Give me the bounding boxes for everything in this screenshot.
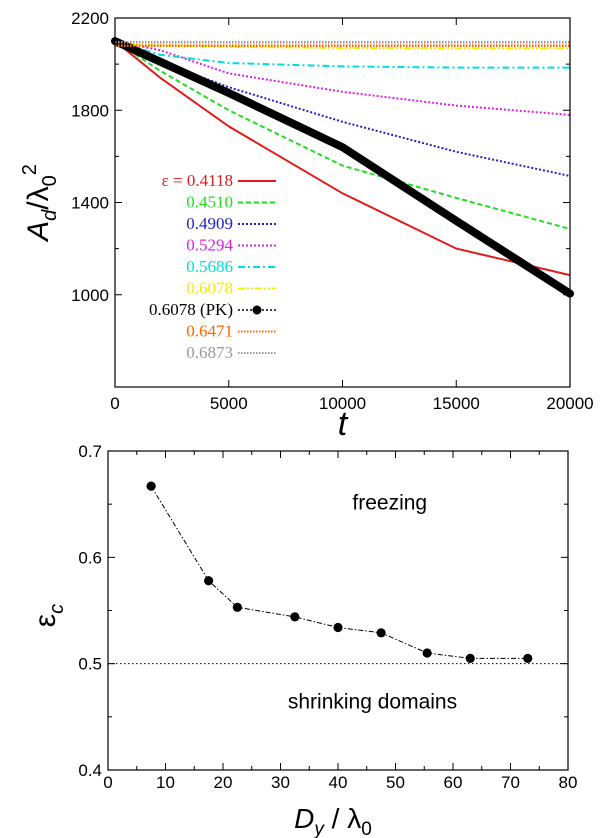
bottom-chart-ticks: 0 10 20 30 40 50 60 70 80 0.4 0.5 0.6 0.7	[78, 442, 577, 792]
series-line-0-5686	[114, 40, 570, 69]
legend-label-0-6078: 0.6078	[186, 279, 233, 298]
series-line-0-6078-pk	[111, 37, 574, 298]
series-line-0-4118	[114, 40, 571, 277]
critical-strain-point	[232, 602, 242, 612]
bottom-chart-x-tick-label: 20	[214, 773, 233, 792]
bottom-chart-y-tick-label: 0.5	[78, 655, 102, 674]
series-line-0-6078	[114, 43, 570, 50]
top-chart-x-axis-label: t	[338, 405, 349, 443]
bottom-chart-x-tick-label: 50	[386, 773, 405, 792]
legend-label-0-6471: 0.6471	[186, 322, 233, 341]
top-chart-legend: ε = 0.4118 0.4510 0.4909 0.5294 0.5686 0.6078…	[149, 171, 276, 362]
bottom-chart-x-tick-label: 70	[501, 773, 520, 792]
bottom-chart-x-tick-label: 10	[156, 773, 175, 792]
legend-label-0-5686: 0.5686	[186, 257, 233, 276]
series-line-0-5294	[114, 40, 571, 116]
critical-strain-point	[523, 653, 533, 663]
top-chart-x-tick-label: 0	[110, 394, 119, 413]
top-chart-ticks: 0 5000 10000 15000 20000 1000 1400 1800 2200	[71, 9, 593, 413]
top-chart-x-tick-label: 20000	[546, 394, 593, 413]
legend-label-0-5294: 0.5294	[186, 236, 233, 255]
top-chart-y-tick-label: 2200	[71, 9, 109, 28]
top-chart-y-tick-label: 1800	[71, 101, 109, 120]
series-line-0-4510	[114, 40, 571, 230]
bottom-chart-y-axis-label: εc	[29, 604, 68, 627]
bottom-chart-frame	[107, 450, 569, 771]
bottom-chart-y-tick-label: 0.4	[78, 761, 102, 780]
legend-marker-0-6078-pk	[252, 305, 262, 315]
top-chart-y-axis-label: Ad/λ02	[19, 164, 61, 243]
legend-label-0-4118: ε = 0.4118	[162, 171, 233, 190]
critical-strain-point	[146, 481, 156, 491]
annotation-freezing: freezing	[352, 491, 427, 514]
bottom-chart-x-axis-label: Dy / λ0	[294, 803, 372, 838]
critical-strain-point	[290, 612, 300, 622]
top-chart-series-lines	[111, 37, 574, 298]
legend-label-0-6873: 0.6873	[186, 343, 233, 362]
bottom-chart-series-lines	[146, 481, 533, 663]
bottom-chart-x-tick-label: 30	[271, 773, 290, 792]
top-chart-y-tick-label: 1000	[71, 286, 109, 305]
legend-label-0-6078-pk: 0.6078 (PK)	[149, 300, 233, 319]
critical-strain-point	[376, 628, 386, 638]
top-chart-x-tick-label: 10000	[319, 394, 366, 413]
bottom-chart-y-tick-label: 0.7	[78, 442, 102, 461]
critical-strain-point	[204, 576, 214, 586]
critical-strain-point	[465, 653, 475, 663]
bottom-chart-x-tick-label: 0	[103, 773, 112, 792]
top-chart-x-tick-label: 5000	[210, 394, 248, 413]
top-chart-y-tick-label: 1400	[71, 194, 109, 213]
bottom-chart-x-tick-label: 80	[559, 773, 578, 792]
critical-strain-point	[333, 622, 343, 633]
bottom-chart: 0 10 20 30 40 50 60 70 80 0.4 0.5 0.6 0.7 freezing s…	[29, 442, 577, 838]
legend-label-0-4510: 0.4510	[186, 193, 233, 212]
bottom-chart-y-tick-label: 0.6	[78, 548, 102, 567]
top-chart: 0 5000 10000 15000 20000 1000 1400 1800 2200 ε =…	[19, 9, 594, 443]
top-chart-x-tick-label: 15000	[433, 394, 480, 413]
legend-label-0-4909: 0.4909	[186, 214, 233, 233]
critical-strain-line	[150, 485, 528, 659]
annotation-shrinking-domains: shrinking domains	[288, 690, 457, 713]
bottom-chart-x-tick-label: 60	[444, 773, 463, 792]
bottom-chart-x-tick-label: 40	[329, 773, 348, 792]
critical-strain-point	[422, 648, 432, 658]
